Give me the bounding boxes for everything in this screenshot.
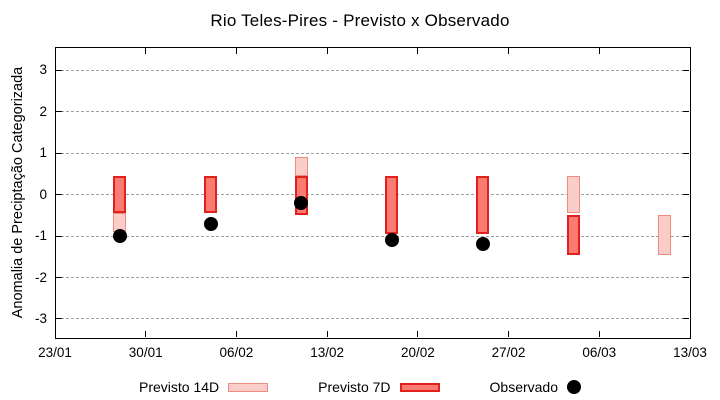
observed-point bbox=[112, 229, 127, 244]
y-tick-label: 0 bbox=[39, 186, 47, 202]
observed-point bbox=[294, 195, 309, 210]
y-tick-left bbox=[56, 111, 62, 113]
x-tick-bottom bbox=[689, 331, 691, 337]
y-tick-right bbox=[683, 111, 689, 113]
y-tick-label: 3 bbox=[39, 62, 47, 78]
y-tick-label: 2 bbox=[39, 103, 47, 119]
legend-item-previsto-14d: Previsto 14D bbox=[139, 379, 269, 395]
forecast-bar-14d bbox=[294, 157, 308, 176]
chart-title: Rio Teles-Pires - Previsto x Observado bbox=[210, 11, 510, 30]
y-tick-left bbox=[56, 152, 62, 154]
x-tick-bottom bbox=[326, 331, 328, 337]
y-tick-right bbox=[683, 235, 689, 237]
forecast-bar-7d bbox=[476, 175, 490, 234]
y-tick-label: -2 bbox=[34, 269, 47, 285]
y-tick-right bbox=[683, 277, 689, 278]
gridline bbox=[56, 152, 689, 154]
x-tick-top bbox=[145, 48, 147, 54]
forecast-bar-7d bbox=[385, 175, 399, 234]
x-tick-label: 27/02 bbox=[491, 345, 526, 360]
x-tick-label: 20/02 bbox=[400, 345, 435, 360]
y-tick-left bbox=[56, 235, 62, 237]
gridline bbox=[56, 277, 689, 278]
x-tick-label: 06/03 bbox=[582, 345, 617, 360]
x-tick-bottom bbox=[145, 331, 147, 337]
legend-label-previsto-7d: Previsto 7D bbox=[318, 379, 391, 395]
legend-observed-dot-icon bbox=[567, 380, 581, 394]
gridline bbox=[56, 235, 689, 237]
plot-area bbox=[55, 47, 691, 339]
x-tick-bottom bbox=[508, 331, 510, 337]
forecast-bar-14d bbox=[657, 215, 671, 255]
legend-swatch-14d-icon bbox=[228, 382, 269, 392]
y-tick-left bbox=[56, 194, 62, 196]
forecast-bar-14d bbox=[566, 175, 580, 214]
x-tick-top bbox=[326, 48, 328, 54]
x-tick-top bbox=[508, 48, 510, 54]
x-tick-label: 30/01 bbox=[128, 345, 163, 360]
y-tick-right bbox=[683, 69, 689, 71]
x-tick-top bbox=[689, 48, 691, 54]
legend: Previsto 14D Previsto 7D Observado bbox=[0, 378, 720, 396]
x-tick-bottom bbox=[54, 331, 56, 337]
x-tick-label: 23/01 bbox=[38, 345, 72, 360]
gridline bbox=[56, 318, 689, 320]
y-tick-label: -1 bbox=[34, 228, 47, 244]
observed-point bbox=[475, 237, 490, 252]
observed-point bbox=[384, 233, 399, 248]
x-tick-label: 13/02 bbox=[310, 345, 345, 360]
y-tick-label: 1 bbox=[39, 145, 47, 161]
x-tick-label: 06/02 bbox=[219, 345, 254, 360]
x-tick-bottom bbox=[235, 331, 237, 337]
legend-swatch-7d-icon bbox=[399, 382, 440, 392]
forecast-bar-7d bbox=[113, 175, 127, 214]
observed-point bbox=[203, 216, 218, 231]
y-tick-left bbox=[56, 277, 62, 278]
forecast-bar-7d bbox=[566, 215, 580, 255]
y-tick-left bbox=[56, 318, 62, 320]
y-tick-right bbox=[683, 152, 689, 154]
x-tick-label: 13/03 bbox=[673, 345, 707, 360]
gridline bbox=[56, 194, 689, 196]
forecast-bar-7d bbox=[204, 175, 217, 214]
legend-item-previsto-7d: Previsto 7D bbox=[318, 379, 440, 395]
gridline bbox=[56, 111, 689, 113]
y-tick-right bbox=[683, 318, 689, 320]
legend-label-observado: Observado bbox=[489, 379, 558, 395]
gridline bbox=[56, 69, 689, 71]
x-tick-top bbox=[54, 48, 56, 54]
x-tick-bottom bbox=[417, 331, 419, 337]
x-tick-top bbox=[417, 48, 419, 54]
legend-item-observado: Observado bbox=[490, 379, 581, 395]
legend-label-previsto-14d: Previsto 14D bbox=[139, 379, 220, 395]
y-tick-right bbox=[683, 194, 689, 196]
y-tick-label: -3 bbox=[34, 310, 47, 326]
x-tick-bottom bbox=[598, 331, 600, 337]
y-tick-left bbox=[56, 69, 62, 71]
x-tick-top bbox=[598, 48, 600, 54]
x-tick-top bbox=[235, 48, 237, 54]
